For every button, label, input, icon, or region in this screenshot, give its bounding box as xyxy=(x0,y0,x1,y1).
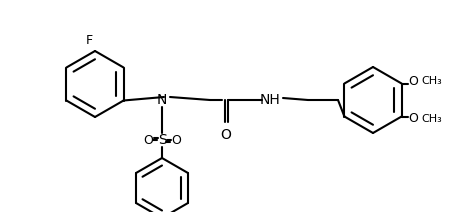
Text: CH₃: CH₃ xyxy=(422,77,442,86)
Text: O: O xyxy=(171,134,181,146)
Text: N: N xyxy=(157,93,167,107)
Text: F: F xyxy=(86,34,93,47)
Text: O: O xyxy=(220,128,232,142)
Text: O: O xyxy=(409,112,418,125)
Text: S: S xyxy=(158,133,166,147)
Text: O: O xyxy=(409,75,418,88)
Text: CH₃: CH₃ xyxy=(422,113,442,124)
Text: NH: NH xyxy=(259,93,280,107)
Text: O: O xyxy=(143,134,153,146)
